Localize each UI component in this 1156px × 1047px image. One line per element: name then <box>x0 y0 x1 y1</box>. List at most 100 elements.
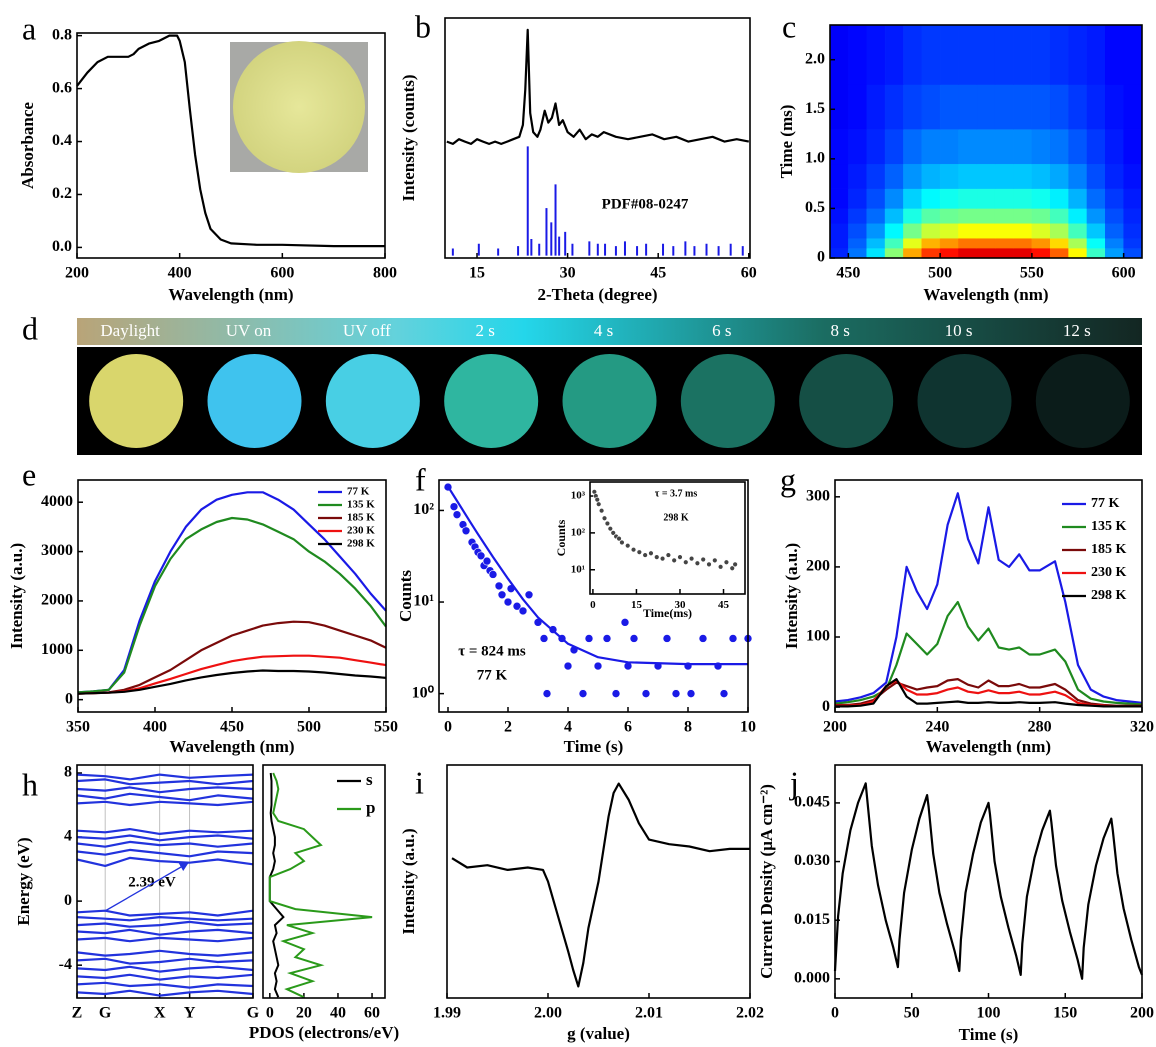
heat-cell <box>995 208 1013 223</box>
legend-label: 230 K <box>347 525 375 537</box>
legend-label: 298 K <box>1091 588 1127 603</box>
heat-cell <box>1087 238 1105 248</box>
point <box>608 526 613 531</box>
x-tick-label: 400 <box>143 718 167 735</box>
y-tick-label: 10¹ <box>413 593 434 610</box>
x-axis-label: Wavelength (nm) <box>923 285 1048 304</box>
point <box>712 558 717 563</box>
point <box>594 662 602 670</box>
annotation: τ = 3.7 ms <box>655 488 698 499</box>
point <box>599 508 604 513</box>
x-tick-label: 550 <box>374 718 398 735</box>
heat-cell <box>830 208 848 223</box>
heat-cell <box>1014 129 1032 164</box>
x-tick-label: 550 <box>1020 264 1044 281</box>
heat-cell <box>1087 223 1105 238</box>
x-tick-label: 280 <box>1028 718 1052 735</box>
point <box>718 564 723 569</box>
panel-letter: e <box>22 456 36 492</box>
photo-sample <box>1036 354 1130 448</box>
point <box>663 634 671 642</box>
heat-cell <box>848 208 866 223</box>
heat-cell <box>1032 84 1050 129</box>
heat-cell <box>1014 248 1032 258</box>
y-tick-label: 0.000 <box>794 970 830 987</box>
heat-cell <box>940 129 958 164</box>
heat-cell <box>1087 164 1105 189</box>
heat-cell <box>903 129 921 164</box>
heat-cell <box>1014 189 1032 209</box>
heat-cell <box>1105 248 1123 258</box>
heat-cell <box>922 164 940 189</box>
heat-cell <box>977 248 995 258</box>
heat-cell <box>1105 223 1123 238</box>
x-tick-label: 450 <box>220 718 244 735</box>
heat-cell <box>940 223 958 238</box>
x-tick-label: 600 <box>270 264 294 281</box>
heat-cell <box>1124 238 1142 248</box>
x-tick-label: 50 <box>904 1004 920 1021</box>
point <box>450 503 458 511</box>
legend-label: 185 K <box>347 512 375 524</box>
point <box>540 634 548 642</box>
x-tick-label: G <box>99 1004 112 1021</box>
x-tick-label: 30 <box>560 264 576 281</box>
point <box>672 690 680 698</box>
photo-label: 2 s <box>475 321 494 340</box>
heat-cell <box>940 238 958 248</box>
heat-cell <box>977 164 995 189</box>
y-tick-label: 300 <box>806 487 830 504</box>
heat-cell <box>958 223 976 238</box>
heat-cell <box>1105 84 1123 129</box>
x-tick-label: 2.01 <box>635 1004 663 1021</box>
heat-cell <box>977 84 995 129</box>
heat-cell <box>1032 25 1050 84</box>
heat-cell <box>848 248 866 258</box>
photo-label: UV on <box>226 321 272 340</box>
point <box>678 555 683 560</box>
x-tick-label: 0 <box>590 599 596 611</box>
heat-cell <box>958 84 976 129</box>
x-tick-label: G <box>247 1004 260 1021</box>
photo-label: 12 s <box>1063 321 1091 340</box>
heat-cell <box>1032 223 1050 238</box>
heat-cell <box>922 129 940 164</box>
y-tick-label: 2.0 <box>805 50 825 67</box>
y-tick-label: 1.0 <box>805 150 825 167</box>
legend-label: s <box>366 770 373 789</box>
y-tick-label: 8 <box>64 764 72 781</box>
heat-cell <box>903 248 921 258</box>
heat-cell <box>885 189 903 209</box>
panel-letter: a <box>22 10 36 46</box>
x-tick-label: 400 <box>168 264 192 281</box>
heat-cell <box>958 189 976 209</box>
heat-cell <box>867 189 885 209</box>
point <box>612 690 620 698</box>
heat-cell <box>1014 238 1032 248</box>
heat-cell <box>1124 25 1142 84</box>
x-axis-label: 2-Theta (degree) <box>537 285 657 304</box>
heat-cell <box>1050 208 1068 223</box>
point <box>585 634 593 642</box>
heat-cell <box>848 164 866 189</box>
heat-cell <box>1069 208 1087 223</box>
y-tick-label: 3000 <box>41 542 73 559</box>
y-tick-label: 0 <box>817 249 825 266</box>
heat-cell <box>1069 25 1087 84</box>
point <box>701 557 706 562</box>
heat-cell <box>1014 25 1032 84</box>
point <box>579 690 587 698</box>
point <box>687 690 695 698</box>
y-axis-label: Counts <box>554 519 568 556</box>
point <box>605 521 610 526</box>
x-tick-label: 2 <box>504 718 512 735</box>
heat-cell <box>1105 238 1123 248</box>
point <box>733 562 738 567</box>
panel-letter: c <box>782 8 796 44</box>
heat-cell <box>867 25 885 84</box>
point <box>720 690 728 698</box>
heat-cell <box>995 129 1013 164</box>
y-axis-label: Intensity (counts) <box>399 74 418 201</box>
x-tick-label: 15 <box>469 264 485 281</box>
x-tick-label: 40 <box>330 1004 346 1021</box>
